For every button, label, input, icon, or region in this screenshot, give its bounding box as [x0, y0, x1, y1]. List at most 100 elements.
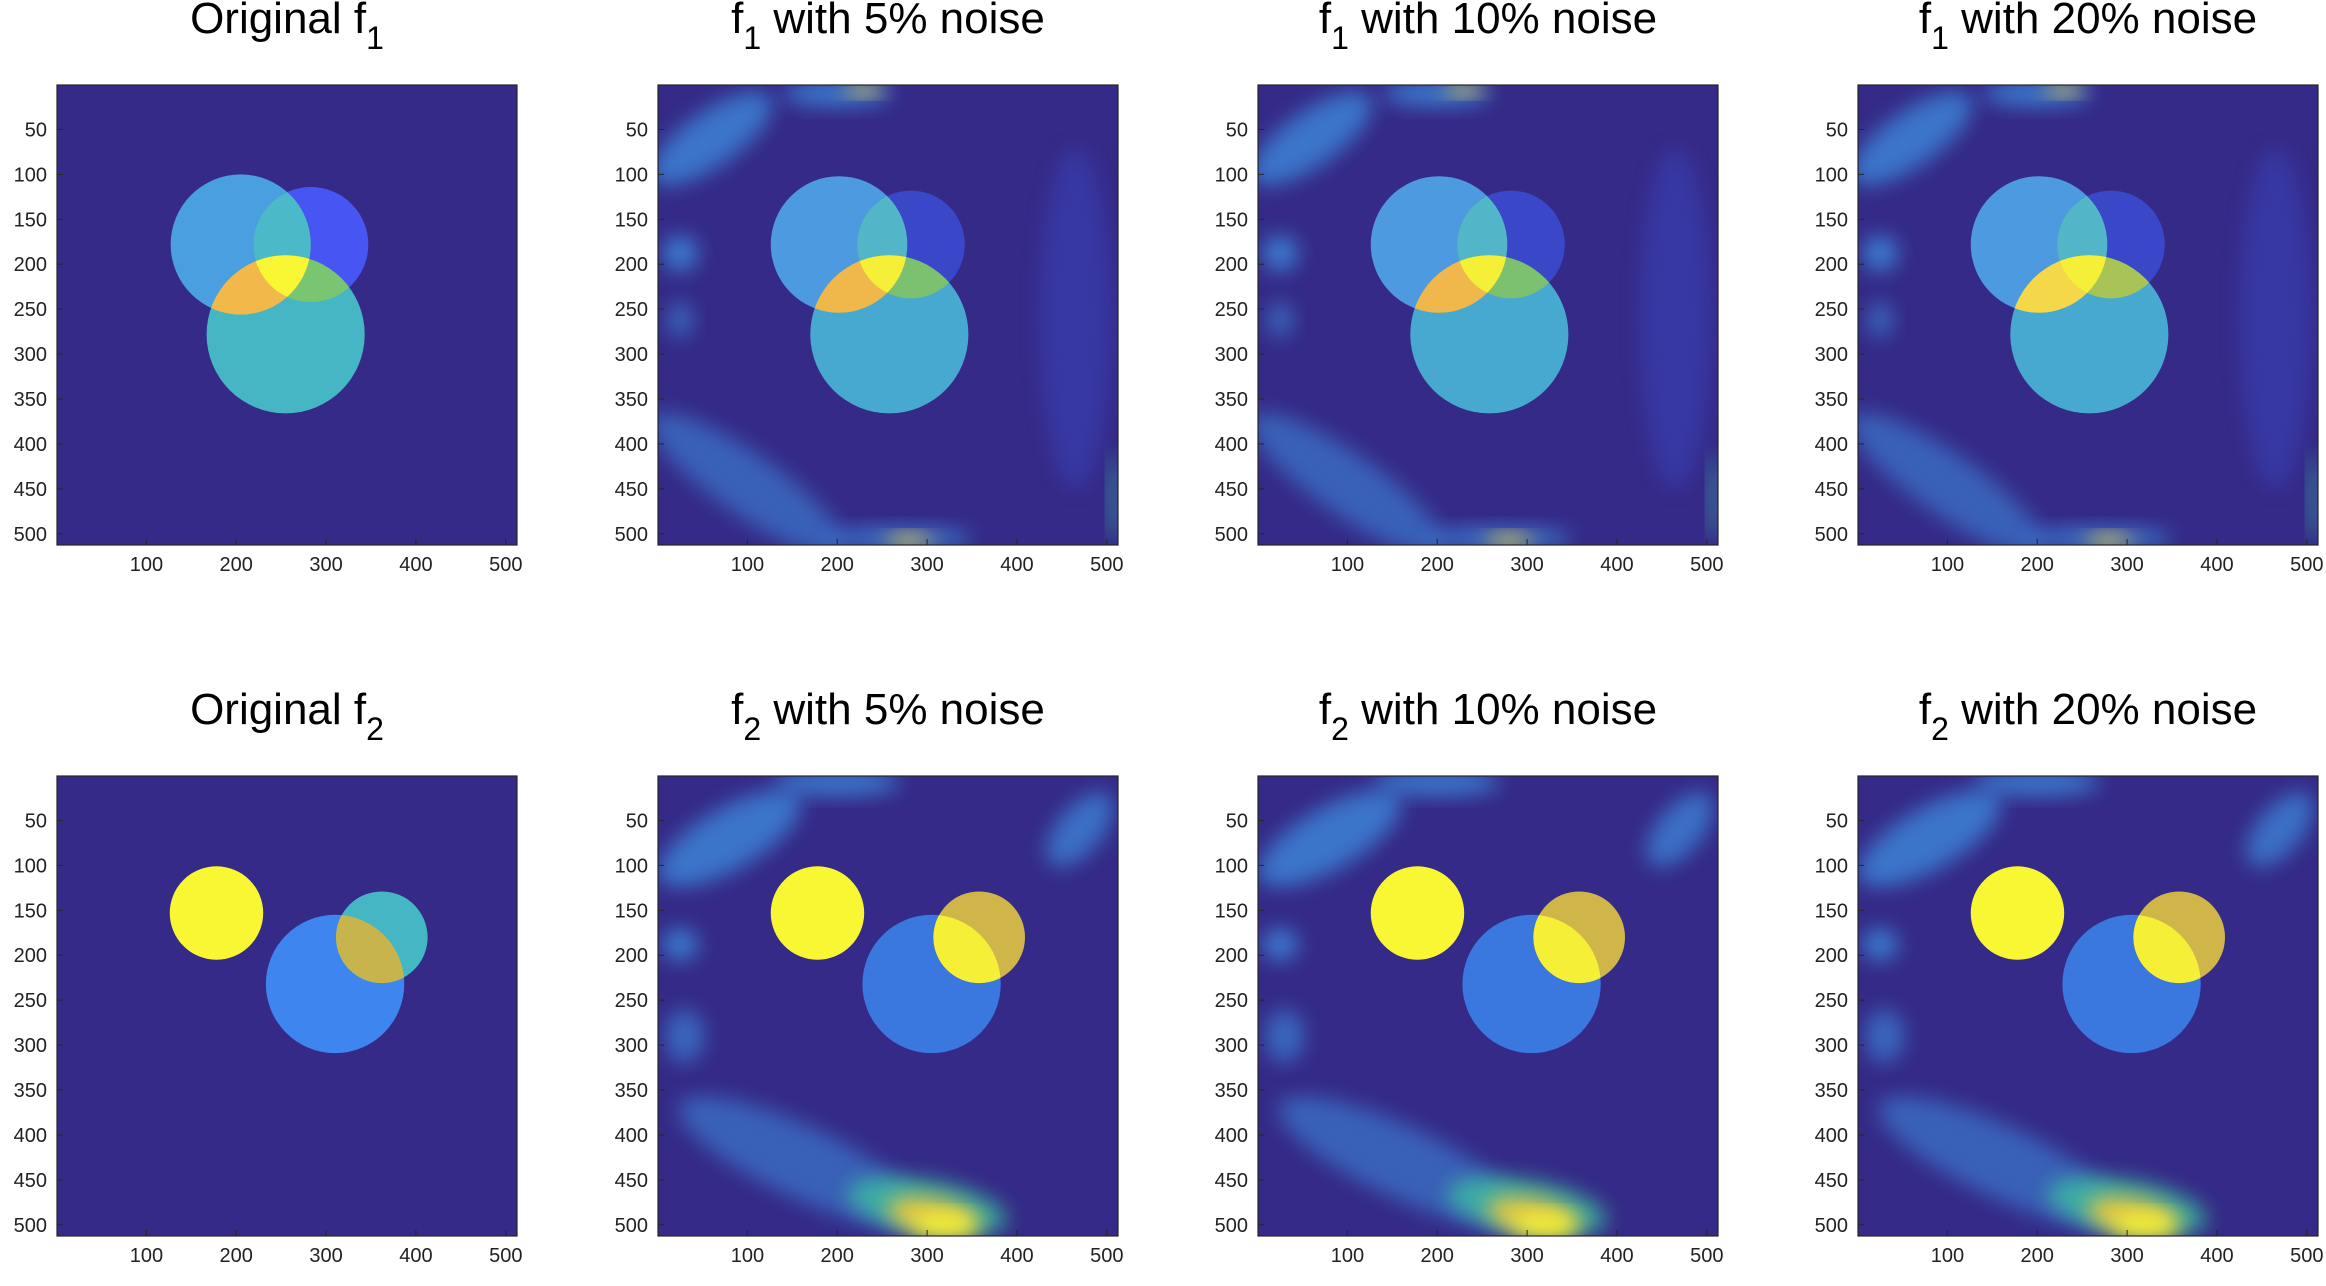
noise-artifact: [1374, 776, 1501, 796]
noise-artifact: [1267, 301, 1293, 338]
noise-artifact: [1264, 1009, 1305, 1064]
title-main: f: [731, 685, 744, 734]
y-tick-label: 250: [615, 990, 648, 1012]
noise-artifact: [1639, 147, 1712, 489]
y-tick-label: 50: [626, 810, 648, 832]
noise-artifact: [1258, 790, 1402, 887]
y-tick-label: 200: [615, 945, 648, 967]
y-tick-label: 150: [615, 900, 648, 922]
noise-artifact: [1258, 91, 1373, 186]
x-tick-label: 200: [821, 554, 854, 576]
disk-overlap: [933, 914, 1001, 984]
y-tick-label: 200: [1815, 254, 1848, 276]
x-tick-label: 300: [2110, 554, 2143, 576]
disk-overlap: [810, 255, 908, 313]
x-tick-label: 200: [1421, 1245, 1454, 1267]
y-tick-label: 400: [1815, 434, 1848, 456]
noise-artifact: [2246, 792, 2314, 867]
y-tick-label: 350: [1215, 1080, 1248, 1102]
noise-artifact: [1046, 792, 1114, 867]
title-main: f: [731, 0, 744, 43]
y-tick-label: 450: [1215, 1170, 1248, 1192]
y-tick-label: 500: [615, 1215, 648, 1237]
y-tick-label: 300: [1215, 1035, 1248, 1057]
y-tick-label: 500: [14, 524, 47, 546]
y-tick-label: 450: [14, 1170, 47, 1192]
y-tick-label: 150: [1215, 209, 1248, 231]
title-main: f: [1919, 0, 1932, 43]
x-tick-label: 300: [309, 1245, 342, 1267]
noise-artifact: [658, 790, 802, 887]
title-main: f: [1919, 685, 1932, 734]
x-tick-label: 300: [1510, 554, 1543, 576]
image-area: [1258, 85, 1718, 545]
y-tick-label: 100: [14, 855, 47, 877]
y-tick-label: 100: [615, 164, 648, 186]
noise-artifact: [1862, 235, 1898, 272]
y-tick-label: 100: [1815, 164, 1848, 186]
y-tick-label: 350: [1815, 1080, 1848, 1102]
y-tick-label: 50: [1226, 119, 1248, 141]
chart-panel-3: 100 200 300 400 500 50 100 150 200 250 300 350 400 45…: [1215, 0, 1724, 576]
y-tick-label: 50: [1826, 119, 1848, 141]
title-main: f: [1319, 0, 1332, 43]
disk-overlap: [2057, 255, 2165, 299]
y-tick-label: 350: [1215, 389, 1248, 411]
noise-artifact: [2309, 452, 2318, 543]
axes-frame: [1857, 84, 2319, 546]
noise-artifact: [1858, 790, 2002, 887]
chart-panel-4: 100 200 300 400 500 50 100 150 200 250 300 350 400 45…: [1815, 0, 2324, 576]
y-tick-label: 50: [25, 119, 47, 141]
title-suffix: with 20% noise: [1949, 0, 2257, 43]
phantom-disk-1: [1970, 866, 2065, 960]
x-tick-label: 300: [2110, 1245, 2143, 1267]
x-tick-label: 400: [1000, 1245, 1033, 1267]
noise-artifact: [1646, 792, 1714, 867]
noise-artifact: [2239, 147, 2312, 489]
y-tick-label: 400: [14, 1125, 47, 1147]
x-tick-label: 500: [1690, 554, 1723, 576]
y-tick-label: 50: [626, 119, 648, 141]
x-tick-label: 100: [1931, 1245, 1964, 1267]
x-tick-label: 200: [2021, 1245, 2054, 1267]
x-tick-label: 100: [1331, 554, 1364, 576]
title-suffix: with 20% noise: [1949, 685, 2257, 734]
x-tick-label: 500: [1090, 554, 1123, 576]
y-tick-label: 150: [14, 900, 47, 922]
x-tick-label: 300: [910, 554, 943, 576]
title-subscript: 2: [1931, 711, 1949, 747]
title-subscript: 1: [1331, 20, 1349, 56]
noise-artifact: [1862, 928, 1898, 961]
y-tick-label: 200: [1815, 945, 1848, 967]
y-tick-label: 100: [1215, 164, 1248, 186]
x-tick-label: 500: [2290, 554, 2323, 576]
y-tick-label: 300: [1815, 1035, 1848, 1057]
noise-artifact: [2085, 534, 2133, 545]
title-main: f: [1319, 685, 1332, 734]
noise-artifact: [844, 85, 884, 96]
y-tick-label: 300: [14, 344, 47, 366]
noise-artifact: [910, 1213, 980, 1236]
disk-overlap: [1410, 255, 1508, 313]
noise-artifact: [662, 235, 698, 272]
y-tick-label: 400: [14, 434, 47, 456]
disk-overlap: [1533, 914, 1601, 984]
noise-artifact: [658, 412, 845, 545]
title-subscript: 1: [1931, 20, 1949, 56]
y-tick-label: 100: [1215, 855, 1248, 877]
title-subscript: 1: [743, 20, 761, 56]
title-main: Original f: [190, 0, 367, 43]
chart-panel-1: 100 200 300 400 500 50 100 150 200 250 300 350 400 45…: [14, 0, 523, 576]
y-tick-label: 300: [14, 1035, 47, 1057]
chart-panel-5: 100 200 300 400 500 50 100 150 200 250 300 350 400 45…: [14, 685, 523, 1267]
y-tick-label: 400: [1815, 1125, 1848, 1147]
y-tick-label: 500: [1815, 1215, 1848, 1237]
chart-panel-6: 100 200 300 400 500 50 100 150 200 250 300 350 400 45…: [615, 685, 1124, 1267]
axes-frame: [56, 775, 518, 1237]
y-tick-label: 350: [615, 389, 648, 411]
noise-artifact: [885, 534, 933, 545]
y-tick-label: 50: [25, 810, 47, 832]
x-tick-label: 400: [399, 1245, 432, 1267]
chart-title: f1 with 10% noise: [1319, 0, 1657, 56]
disk-overlap: [253, 255, 365, 302]
